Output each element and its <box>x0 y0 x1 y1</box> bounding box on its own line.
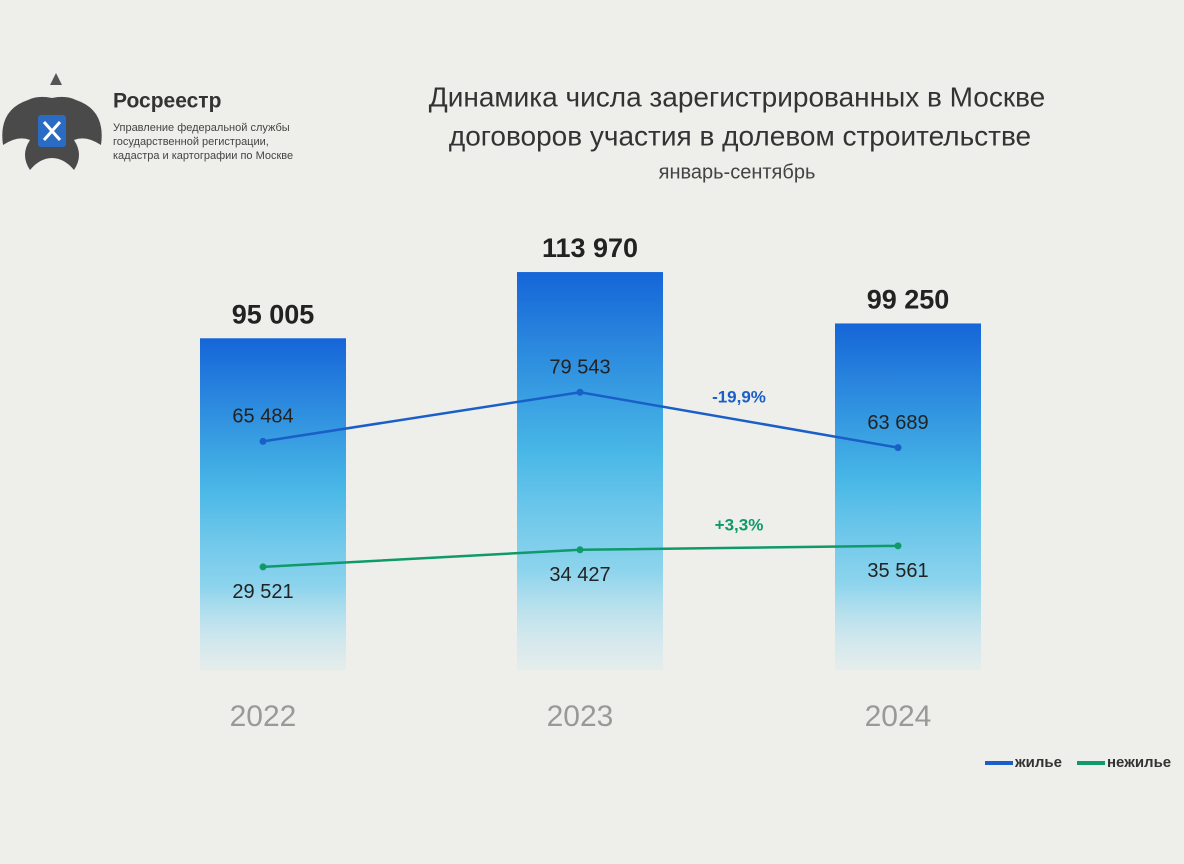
point <box>894 542 902 550</box>
point <box>576 388 584 396</box>
point-value-label: 65 484 <box>232 406 293 428</box>
agency-line: кадастра и картографии по Москве <box>113 150 293 162</box>
legend-label: нежилье <box>1107 754 1171 771</box>
change-annotation: -19,9% <box>712 387 766 406</box>
point-value-label: 29 521 <box>232 581 293 603</box>
point <box>894 444 902 452</box>
point <box>576 546 584 554</box>
point-value-label: 79 543 <box>549 357 610 379</box>
bar-value-label: 99 250 <box>867 285 950 315</box>
bar <box>835 323 981 670</box>
x-tick-label: 2024 <box>865 700 932 733</box>
logo-emblem <box>2 73 102 170</box>
bar-value-label: 113 970 <box>542 233 638 263</box>
agency-line: Управление федеральной службы <box>113 122 290 134</box>
point <box>259 437 267 445</box>
agency-line: государственной регистрации, <box>113 136 269 148</box>
bar-value-label: 95 005 <box>232 299 315 329</box>
change-annotation: +3,3% <box>715 515 764 534</box>
legend-label: жилье <box>1014 754 1062 771</box>
x-tick-label: 2023 <box>547 700 614 733</box>
bar <box>517 272 663 670</box>
point-value-label: 63 689 <box>867 412 928 434</box>
x-tick-label: 2022 <box>230 700 297 733</box>
brand: Росреестр <box>113 90 221 113</box>
point-value-label: 34 427 <box>549 564 610 586</box>
chart-title: договоров участия в долевом строительств… <box>449 120 1031 151</box>
chart-title: Динамика числа зарегистрированных в Моск… <box>429 81 1045 112</box>
point <box>259 563 267 571</box>
bar <box>200 338 346 670</box>
chart-subtitle: январь-сентябрь <box>659 161 816 183</box>
point-value-label: 35 561 <box>867 560 928 582</box>
